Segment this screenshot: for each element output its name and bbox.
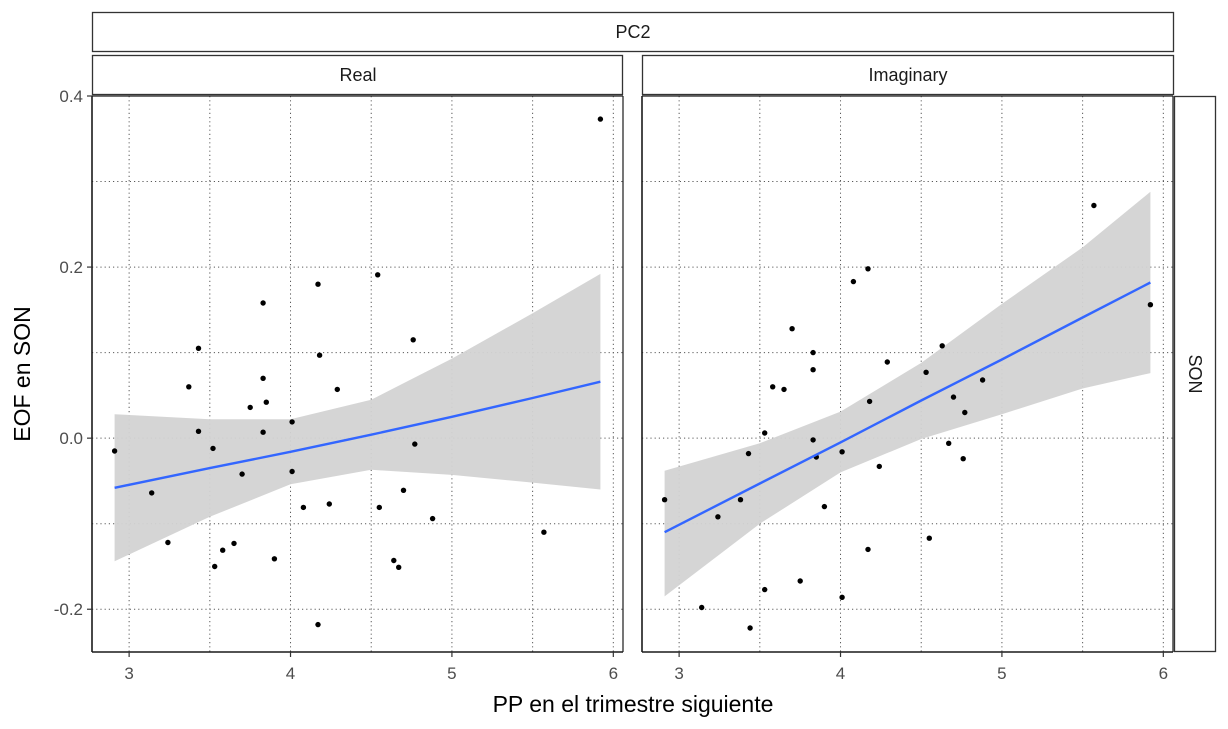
y-tick-label: -0.2 <box>54 600 83 619</box>
data-point <box>289 419 295 425</box>
data-point <box>260 375 266 381</box>
x-tick-label: 5 <box>997 664 1006 683</box>
y-tick-labels: -0.2 0.0 0.2 0.4 <box>54 87 92 619</box>
confidence-band <box>114 273 601 562</box>
data-point <box>260 300 266 306</box>
data-point <box>212 563 218 570</box>
data-point <box>111 448 118 454</box>
data-point <box>737 497 744 503</box>
data-point <box>263 399 269 405</box>
data-point <box>865 266 871 272</box>
x-tick-label: 6 <box>1159 664 1168 683</box>
outer-strip-box <box>91 11 1175 53</box>
data-point <box>939 343 945 349</box>
data-point <box>375 272 381 278</box>
data-point <box>810 367 816 373</box>
data-point <box>195 345 202 351</box>
panel-strip-real-box <box>91 54 624 96</box>
data-point <box>810 349 816 356</box>
y-tick-label: 0.4 <box>59 87 83 106</box>
data-point <box>315 281 321 287</box>
data-point <box>747 625 753 631</box>
data-point <box>247 404 253 411</box>
panel-strip-imaginary-box <box>641 54 1175 96</box>
panel-real: 3 4 5 6 <box>91 95 624 683</box>
data-point <box>597 116 604 122</box>
data-point <box>884 359 890 365</box>
data-point <box>429 515 436 522</box>
data-point <box>960 456 966 462</box>
confidence-band <box>664 191 1151 597</box>
data-point <box>410 337 416 343</box>
y-tick-label: 0.2 <box>59 258 83 277</box>
data-point <box>300 504 307 511</box>
data-point <box>797 578 803 584</box>
data-point <box>210 445 216 452</box>
x-tick-label: 5 <box>447 664 456 683</box>
x-tick-label: 6 <box>609 664 618 683</box>
data-point <box>289 468 295 475</box>
data-point <box>1091 202 1097 209</box>
data-point <box>186 384 192 390</box>
data-point <box>326 501 332 507</box>
data-point <box>781 386 787 393</box>
x-tick-label: 3 <box>124 664 133 683</box>
data-point <box>770 384 776 390</box>
data-point <box>715 514 721 520</box>
data-point <box>962 409 968 416</box>
data-point <box>315 621 321 628</box>
y-tick-label: 0.0 <box>59 429 83 448</box>
data-point <box>334 386 340 393</box>
row-strip-box <box>1173 95 1217 653</box>
regression-line <box>664 281 1151 534</box>
data-point <box>316 352 323 358</box>
data-point <box>789 326 795 332</box>
data-point <box>239 471 245 477</box>
data-point <box>839 594 845 600</box>
data-point <box>376 504 382 511</box>
x-tick-label: 4 <box>836 664 845 683</box>
data-point <box>926 535 932 541</box>
data-point <box>950 394 957 400</box>
data-point <box>821 503 828 510</box>
panel-imaginary: 3 4 5 6 <box>641 95 1174 683</box>
data-point <box>541 529 547 535</box>
data-point <box>260 429 266 435</box>
data-point <box>1147 302 1154 308</box>
data-point <box>876 463 882 470</box>
outer-strip-label: PC2 <box>615 22 650 42</box>
data-point <box>946 440 952 446</box>
data-point <box>165 539 171 546</box>
data-point <box>220 547 226 553</box>
data-point <box>271 556 278 562</box>
data-point <box>839 449 845 455</box>
data-point <box>231 540 237 547</box>
panel-strip-imaginary-label: Imaginary <box>868 65 947 85</box>
row-strip-label: SON <box>1185 354 1205 393</box>
data-point <box>923 369 929 375</box>
data-point <box>810 437 816 443</box>
data-point <box>979 377 986 383</box>
data-point <box>412 441 418 447</box>
data-point <box>762 586 768 593</box>
regression-line <box>114 380 601 489</box>
data-point <box>396 564 402 570</box>
x-tick-label: 3 <box>674 664 683 683</box>
data-point <box>866 398 873 405</box>
data-point <box>865 546 871 553</box>
data-point <box>699 604 705 611</box>
data-point <box>149 490 155 496</box>
x-axis-title: PP en el trimestre siguiente <box>493 691 774 717</box>
data-point <box>661 497 668 503</box>
data-point <box>762 430 768 436</box>
y-axis-title: EOF en SON <box>9 306 35 441</box>
data-point <box>391 557 397 564</box>
panel-strip-real-label: Real <box>339 65 376 85</box>
data-point <box>850 278 857 285</box>
data-point <box>745 450 752 457</box>
x-tick-label: 4 <box>286 664 295 683</box>
data-point <box>400 487 407 493</box>
data-point <box>195 428 202 434</box>
